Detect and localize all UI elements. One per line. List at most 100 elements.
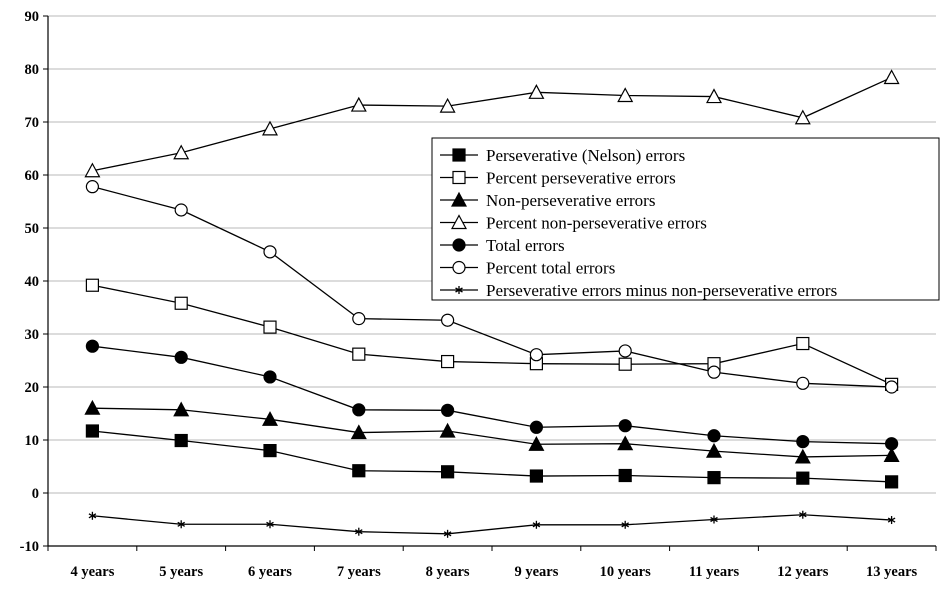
data-point	[528, 435, 545, 451]
series-4	[85, 339, 899, 451]
x-tick-label: 4 years	[70, 564, 114, 580]
legend-label: Total errors	[486, 236, 565, 255]
x-tick-label: 6 years	[248, 564, 292, 580]
series-line	[92, 345, 892, 445]
data-point	[796, 434, 810, 449]
y-tick-label: 80	[25, 62, 40, 78]
data-point	[529, 348, 544, 362]
data-point	[710, 515, 718, 524]
asterisk-stroke	[887, 517, 896, 523]
data-point	[884, 437, 899, 451]
asterisk-stroke	[798, 512, 807, 518]
y-tick-label: 40	[25, 274, 40, 290]
legend-marker	[452, 148, 466, 162]
legend-item: Perseverative errors minus non-persevera…	[440, 281, 837, 300]
y-tick-label: 70	[25, 115, 40, 131]
y-tick-label: 50	[25, 221, 40, 237]
legend-marker	[450, 214, 468, 230]
data-point	[796, 471, 810, 485]
data-point	[174, 433, 188, 448]
x-tick-label: 13 years	[866, 564, 917, 580]
asterisk-stroke	[88, 513, 97, 519]
data-point	[794, 448, 811, 464]
data-point	[618, 344, 632, 358]
series-line	[92, 76, 892, 172]
data-point	[884, 380, 899, 394]
legend-label: Non-perseverative errors	[486, 191, 655, 210]
data-point	[85, 180, 100, 194]
series-3	[84, 69, 900, 178]
asterisk-stroke	[266, 521, 274, 527]
axes: -10 0 10 20 30 40 50 60 70 80 90 4 years 5 years 6 ye…	[20, 9, 937, 580]
asterisk-stroke	[621, 522, 630, 528]
x-tick-label: 8 years	[426, 564, 470, 580]
legend-label: Percent total errors	[486, 259, 615, 278]
data-point	[883, 447, 900, 462]
legend-item: Perseverative (Nelson) errors	[440, 146, 685, 165]
data-point	[794, 109, 811, 125]
data-point	[618, 357, 632, 371]
data-point	[84, 399, 101, 415]
series-1	[85, 278, 899, 391]
data-point	[707, 365, 721, 379]
data-point	[352, 347, 366, 361]
series-6	[88, 510, 896, 538]
series-2	[84, 399, 900, 464]
data-point	[707, 429, 721, 443]
data-point	[266, 520, 274, 529]
data-point	[796, 336, 810, 351]
data-point	[705, 88, 723, 104]
x-tick-label: 10 years	[600, 564, 651, 580]
data-point	[617, 435, 634, 451]
data-point	[441, 403, 455, 417]
data-point	[352, 403, 366, 417]
asterisk-stroke	[443, 531, 452, 537]
data-point	[798, 510, 807, 519]
asterisk-stroke	[532, 522, 541, 528]
data-point	[528, 84, 545, 99]
data-point	[884, 475, 899, 489]
data-point	[261, 120, 279, 136]
data-point	[439, 422, 456, 438]
data-point	[618, 419, 632, 433]
data-point	[887, 516, 896, 525]
x-tick-label: 5 years	[159, 564, 203, 580]
data-point	[618, 468, 632, 483]
legend-label: Perseverative errors minus non-persevera…	[486, 281, 837, 300]
series-line	[92, 284, 892, 385]
legend-item: Percent non-perseverative errors	[440, 214, 707, 233]
data-point	[173, 401, 190, 417]
data-point	[883, 69, 900, 85]
legend-marker	[450, 191, 468, 207]
y-tick-label: 0	[32, 486, 39, 502]
asterisk-stroke	[354, 529, 363, 535]
y-tick-label: 90	[25, 9, 40, 25]
data-point	[443, 529, 452, 538]
x-tick-label: 12 years	[777, 564, 828, 580]
legend-item: Percent total errors	[440, 259, 615, 278]
legend-marker	[452, 260, 466, 275]
series-line	[92, 430, 892, 483]
x-tick-label: 11 years	[689, 564, 740, 580]
data-point	[441, 313, 455, 327]
legend-label: Percent perseverative errors	[486, 169, 676, 188]
data-point	[174, 350, 188, 364]
legend-label: Perseverative (Nelson) errors	[486, 146, 685, 165]
data-point	[263, 320, 277, 334]
data-point	[84, 162, 101, 178]
legend-item: Percent perseverative errors	[440, 169, 676, 188]
legend-box	[431, 137, 940, 301]
data-point	[174, 203, 188, 217]
legend-label: Percent non-perseverative errors	[486, 214, 707, 233]
y-tick-label: 20	[25, 380, 40, 396]
data-point	[261, 411, 279, 426]
series-line	[92, 407, 892, 458]
data-point	[439, 97, 456, 113]
legend-item: Non-perseverative errors	[440, 191, 655, 210]
legend-marker	[452, 170, 466, 185]
data-point	[352, 464, 366, 478]
data-point	[173, 144, 190, 160]
asterisk-stroke	[710, 516, 718, 523]
data-point	[350, 424, 367, 440]
